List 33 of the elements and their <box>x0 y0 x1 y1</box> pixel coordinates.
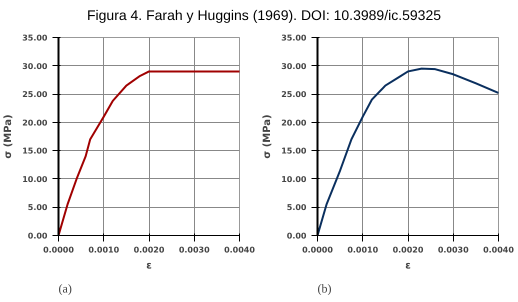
y-tick-label: 25.00 <box>281 90 307 100</box>
y-tick-label: 25.00 <box>22 90 48 100</box>
y-tick-label: 10.00 <box>281 174 307 184</box>
x-tick-label: 0.0020 <box>134 246 165 254</box>
y-tick-label: 35.00 <box>281 34 307 42</box>
text: (a) <box>58 282 72 296</box>
y-tick-label: 30.00 <box>22 62 48 71</box>
x-tick-label: 0.0000 <box>43 246 74 254</box>
y-tick-label: 5.00 <box>286 203 307 212</box>
x-tick-label: 0.0000 <box>302 246 334 254</box>
y-tick-label: 0.00 <box>28 232 48 240</box>
y-tick-label: 20.00 <box>22 118 48 128</box>
y-tick-label: 15.00 <box>22 146 48 156</box>
x-axis-title: ε <box>405 260 411 272</box>
y-tick-label: 10.00 <box>22 174 48 184</box>
x-tick-label: 0.0020 <box>392 246 424 254</box>
x-tick-label: 0.0010 <box>88 246 120 254</box>
y-tick-label: 35.00 <box>22 34 48 42</box>
x-tick-label: 0.0040 <box>483 246 514 254</box>
x-tick-label: 0.0030 <box>178 246 210 254</box>
y-tick-label: 0.00 <box>286 232 307 240</box>
y-tick-label: 30.00 <box>281 62 307 71</box>
y-axis-title: σ (MPa) <box>262 114 274 159</box>
y-tick-label: 15.00 <box>281 146 307 156</box>
chart-title: Figura 4. Farah y Huggins (1969). DOI: 10.3989/ic.59325 <box>86 6 442 25</box>
y-tick-label: 20.00 <box>281 118 307 128</box>
y-tick-label: 5.00 <box>28 203 48 212</box>
x-tick-label: 0.0010 <box>347 246 379 254</box>
text: (b) <box>318 282 332 296</box>
y-axis-title: σ (MPa) <box>3 114 14 159</box>
x-tick-label: 0.0040 <box>224 246 256 254</box>
x-tick-label: 0.0030 <box>438 246 470 254</box>
x-axis-title: ε <box>146 260 152 272</box>
